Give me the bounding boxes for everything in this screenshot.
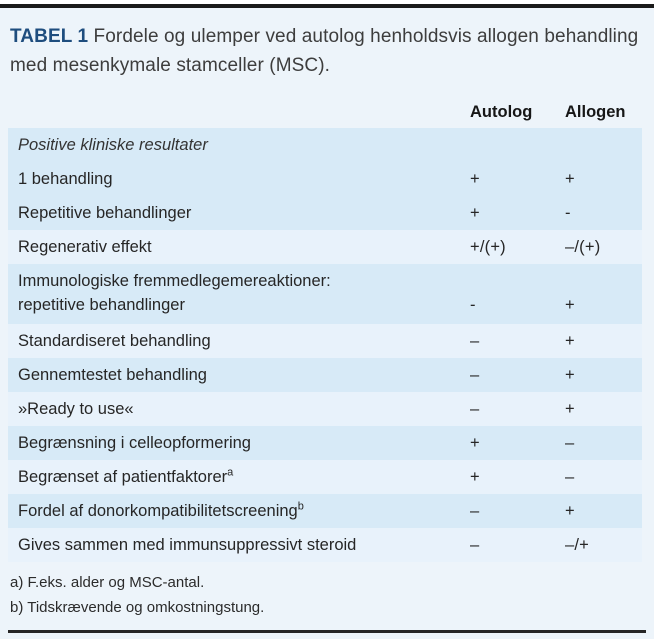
row-label-line1: Standardiseret behandling (18, 332, 211, 350)
allogen-value: – (565, 433, 575, 452)
table-figure: TABEL 1 Fordele og ulemper ved autolog h… (0, 22, 654, 633)
allogen-value: + (565, 169, 575, 188)
autolog-value: - (470, 296, 476, 314)
allogen-value: + (565, 501, 575, 520)
table-row: Begrænset af patientfaktorera + – (8, 460, 642, 494)
row-label: Gennemtestet behandling (18, 363, 470, 387)
allogen-value: - (565, 203, 571, 222)
row-label: Begrænsning i celleopformering (18, 431, 470, 455)
bottom-rule (8, 630, 646, 633)
row-label-line1: Gennemtestet behandling (18, 366, 207, 384)
page-title: TABEL 1 Fordele og ulemper ved autolog h… (10, 22, 644, 80)
row-label-line1: Positive kliniske resultater (18, 136, 208, 154)
row-label-line1: »Ready to use« (18, 400, 134, 418)
table-row: Immunologiske fremmedlegemereaktioner: re… (8, 264, 642, 324)
allogen-value: + (565, 365, 575, 384)
table-row: Begrænsning i celleopformering + – (8, 426, 642, 460)
autolog-value: +/(+) (470, 237, 506, 256)
row-label-line2: repetitive behandlinger (18, 296, 185, 314)
row-label: Positive kliniske resultater (18, 133, 470, 157)
column-header-autolog: Autolog (470, 103, 533, 121)
row-label: Begrænset af patientfaktorera (18, 465, 470, 489)
comparison-table: Positive kliniske resultater 1 behandling… (8, 128, 642, 562)
footnote-b: b) Tidskrævende og omkostningstung. (10, 599, 265, 616)
allogen-value: + (565, 296, 575, 314)
row-label: 1 behandling (18, 167, 470, 191)
row-label-line1: Fordel af donorkompatibilitetscreening (18, 502, 298, 520)
table-number-label: TABEL 1 (10, 26, 89, 47)
row-label-line1: Begrænsning i celleopformering (18, 434, 251, 452)
autolog-value: + (470, 467, 480, 486)
row-label: Immunologiske fremmedlegemereaktioner: re… (18, 269, 470, 317)
footnote-a: a) F.eks. alder og MSC-antal. (10, 574, 205, 591)
autolog-value: – (470, 535, 480, 554)
top-margin (0, 0, 654, 4)
autolog-value: + (470, 433, 480, 452)
row-label: Standardiseret behandling (18, 329, 470, 353)
autolog-value: + (470, 169, 480, 188)
footnote-marker: a (227, 466, 234, 479)
allogen-value: + (565, 331, 575, 350)
row-label-line1: Gives sammen med immunsuppressivt steroi… (18, 536, 357, 554)
row-label-line1: Begrænset af patientfaktorer (18, 468, 228, 486)
autolog-value: – (470, 501, 480, 520)
allogen-value: + (565, 399, 575, 418)
table-row: Gennemtestet behandling – + (8, 358, 642, 392)
top-rule (0, 4, 654, 8)
row-label: »Ready to use« (18, 397, 470, 421)
column-header-row: Autolog Allogen (8, 80, 646, 128)
autolog-value: – (470, 365, 480, 384)
row-label: Fordel af donorkompatibilitetscreeningb (18, 499, 470, 523)
row-label: Repetitive behandlinger (18, 201, 470, 225)
allogen-value: – (565, 467, 575, 486)
autolog-value: + (470, 203, 480, 222)
row-label-line1: 1 behandling (18, 170, 113, 188)
table-row: Repetitive behandlinger + - (8, 196, 642, 230)
table-row: Standardiseret behandling – + (8, 324, 642, 358)
row-label-line1: Repetitive behandlinger (18, 204, 192, 222)
table-row: »Ready to use« – + (8, 392, 642, 426)
column-header-allogen: Allogen (565, 103, 626, 121)
table-row: Positive kliniske resultater (8, 128, 642, 162)
footnote-marker: b (297, 500, 304, 513)
table-row: 1 behandling + + (8, 162, 642, 196)
row-label: Regenerativ effekt (18, 235, 470, 259)
row-label-line1: Immunologiske fremmedlegemereaktioner: (18, 272, 331, 290)
autolog-value: – (470, 331, 480, 350)
table-caption: Fordele og ulemper ved autolog henholdsv… (10, 26, 639, 76)
row-label: Gives sammen med immunsuppressivt steroi… (18, 533, 470, 557)
allogen-value: –/(+) (565, 237, 601, 256)
table-row: Fordel af donorkompatibilitetscreeningb –… (8, 494, 642, 528)
row-label-line1: Regenerativ effekt (18, 238, 152, 256)
table-row: Gives sammen med immunsuppressivt steroi… (8, 528, 642, 562)
table-row: Regenerativ effekt +/(+) –/(+) (8, 230, 642, 264)
footnotes: a) F.eks. alder og MSC-antal. b) Tidskræ… (10, 570, 644, 620)
autolog-value: – (470, 399, 480, 418)
allogen-value: –/+ (565, 535, 589, 554)
